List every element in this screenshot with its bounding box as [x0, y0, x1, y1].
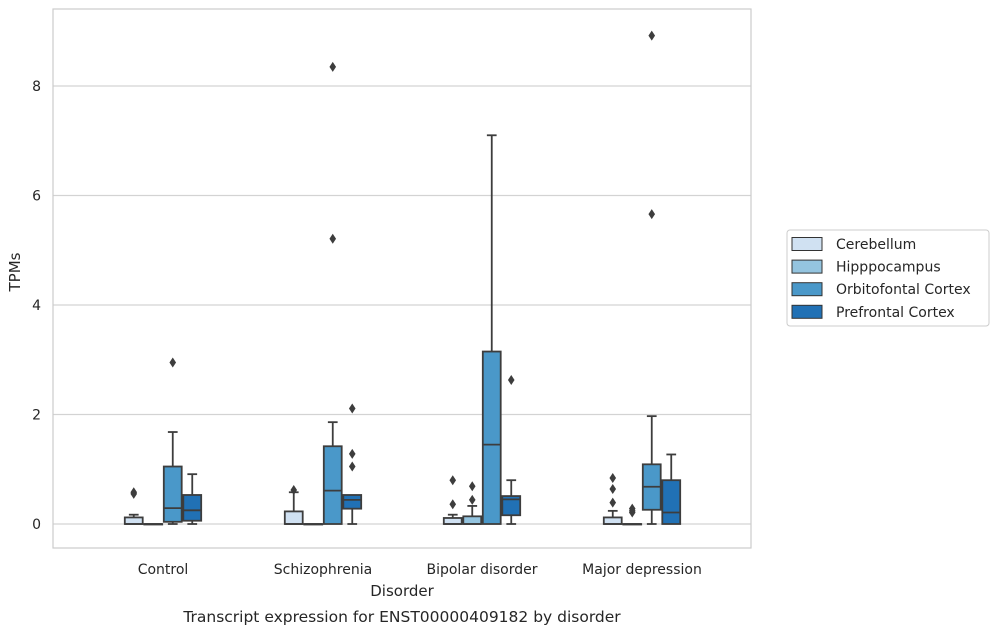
iqr-box	[322, 445, 343, 525]
y-tick-label: 0	[32, 517, 41, 533]
outlier-point	[348, 448, 356, 459]
legend-label: Orbitofontal Cortex	[836, 282, 971, 298]
outlier-point	[648, 209, 656, 220]
legend-label: Cerebellum	[836, 237, 916, 253]
x-tick-label: Bipolar disorder	[426, 562, 537, 578]
box	[162, 357, 183, 525]
x-tick-label: Control	[138, 562, 189, 578]
series-orbitofontal-cortex	[162, 30, 662, 525]
outlier-point	[348, 403, 356, 414]
y-tick-label: 6	[32, 189, 41, 205]
box	[661, 453, 682, 525]
box	[322, 61, 343, 525]
box	[283, 485, 304, 525]
iqr-box	[283, 510, 304, 525]
outlier-point	[348, 461, 356, 472]
outlier-point	[468, 494, 476, 505]
series-cerebellum	[123, 473, 623, 525]
box	[182, 473, 203, 525]
legend-item: Hipppocampus	[791, 259, 941, 276]
box	[462, 481, 483, 525]
legend-entries: Cerebellum Hipppocampus Orbitofontal Corte…	[791, 237, 971, 321]
outlier-point	[609, 473, 617, 484]
iqr-box	[182, 494, 203, 522]
box	[501, 375, 522, 525]
iqr-box	[501, 495, 522, 517]
box	[622, 503, 643, 526]
chart-caption: Transcript expression for ENST0000040918…	[182, 608, 621, 626]
outlier-point	[628, 503, 636, 514]
legend-label: Hipppocampus	[836, 260, 941, 276]
y-axis-title: TPMs	[6, 252, 24, 292]
legend: Cerebellum Hipppocampus Orbitofontal Corte…	[786, 229, 990, 327]
y-tick-label: 2	[32, 408, 41, 424]
x-tick-label: Major depression	[582, 562, 702, 578]
outlier-point	[468, 481, 476, 492]
legend-swatch	[791, 259, 823, 274]
legend-swatch	[791, 304, 823, 319]
box-series	[123, 30, 682, 526]
iqr-box	[342, 494, 363, 510]
iqr-box	[661, 479, 682, 525]
outlier-point	[329, 61, 337, 72]
x-tick-label: Schizophrenia	[274, 562, 372, 578]
iqr-box	[442, 517, 463, 525]
outlier-point	[609, 497, 617, 508]
outlier-point	[648, 30, 656, 41]
box	[481, 134, 502, 525]
legend-item: Orbitofontal Cortex	[791, 282, 971, 298]
outlier-point	[290, 485, 298, 496]
outlier-point	[169, 357, 177, 368]
series-hipppocampus	[143, 481, 643, 526]
box	[602, 473, 623, 525]
legend-frame	[786, 229, 990, 327]
gridlines	[53, 85, 751, 525]
box	[123, 487, 144, 525]
legend-item: Prefrontal Cortex	[791, 304, 955, 321]
iqr-box	[481, 350, 502, 525]
legend-label: Prefrontal Cortex	[836, 305, 955, 321]
outlier-point	[507, 375, 515, 386]
x-axis-title: Disorder	[370, 582, 434, 600]
iqr-box	[462, 515, 483, 525]
iqr-box	[162, 465, 183, 523]
outlier-point	[329, 233, 337, 244]
x-axis-ticks: Control Schizophrenia Bipolar disorder Majo…	[138, 562, 702, 578]
outlier-point	[449, 475, 457, 486]
box	[442, 475, 463, 525]
y-tick-label: 4	[32, 298, 41, 314]
y-axis-ticks: 0 2 4 6 8	[32, 79, 41, 533]
outlier-point	[130, 487, 138, 498]
plot-area-frame	[52, 8, 752, 549]
outlier-point	[609, 483, 617, 494]
box	[641, 30, 662, 525]
y-tick-label: 8	[32, 79, 41, 95]
legend-swatch	[791, 282, 823, 297]
legend-item: Cerebellum	[791, 237, 916, 253]
legend-swatch	[791, 237, 823, 251]
iqr-box	[602, 516, 623, 525]
iqr-box	[123, 516, 144, 525]
box	[143, 523, 164, 526]
series-prefrontal-cortex	[182, 375, 682, 525]
box	[303, 523, 324, 526]
box	[342, 403, 363, 525]
outlier-point	[449, 499, 457, 510]
